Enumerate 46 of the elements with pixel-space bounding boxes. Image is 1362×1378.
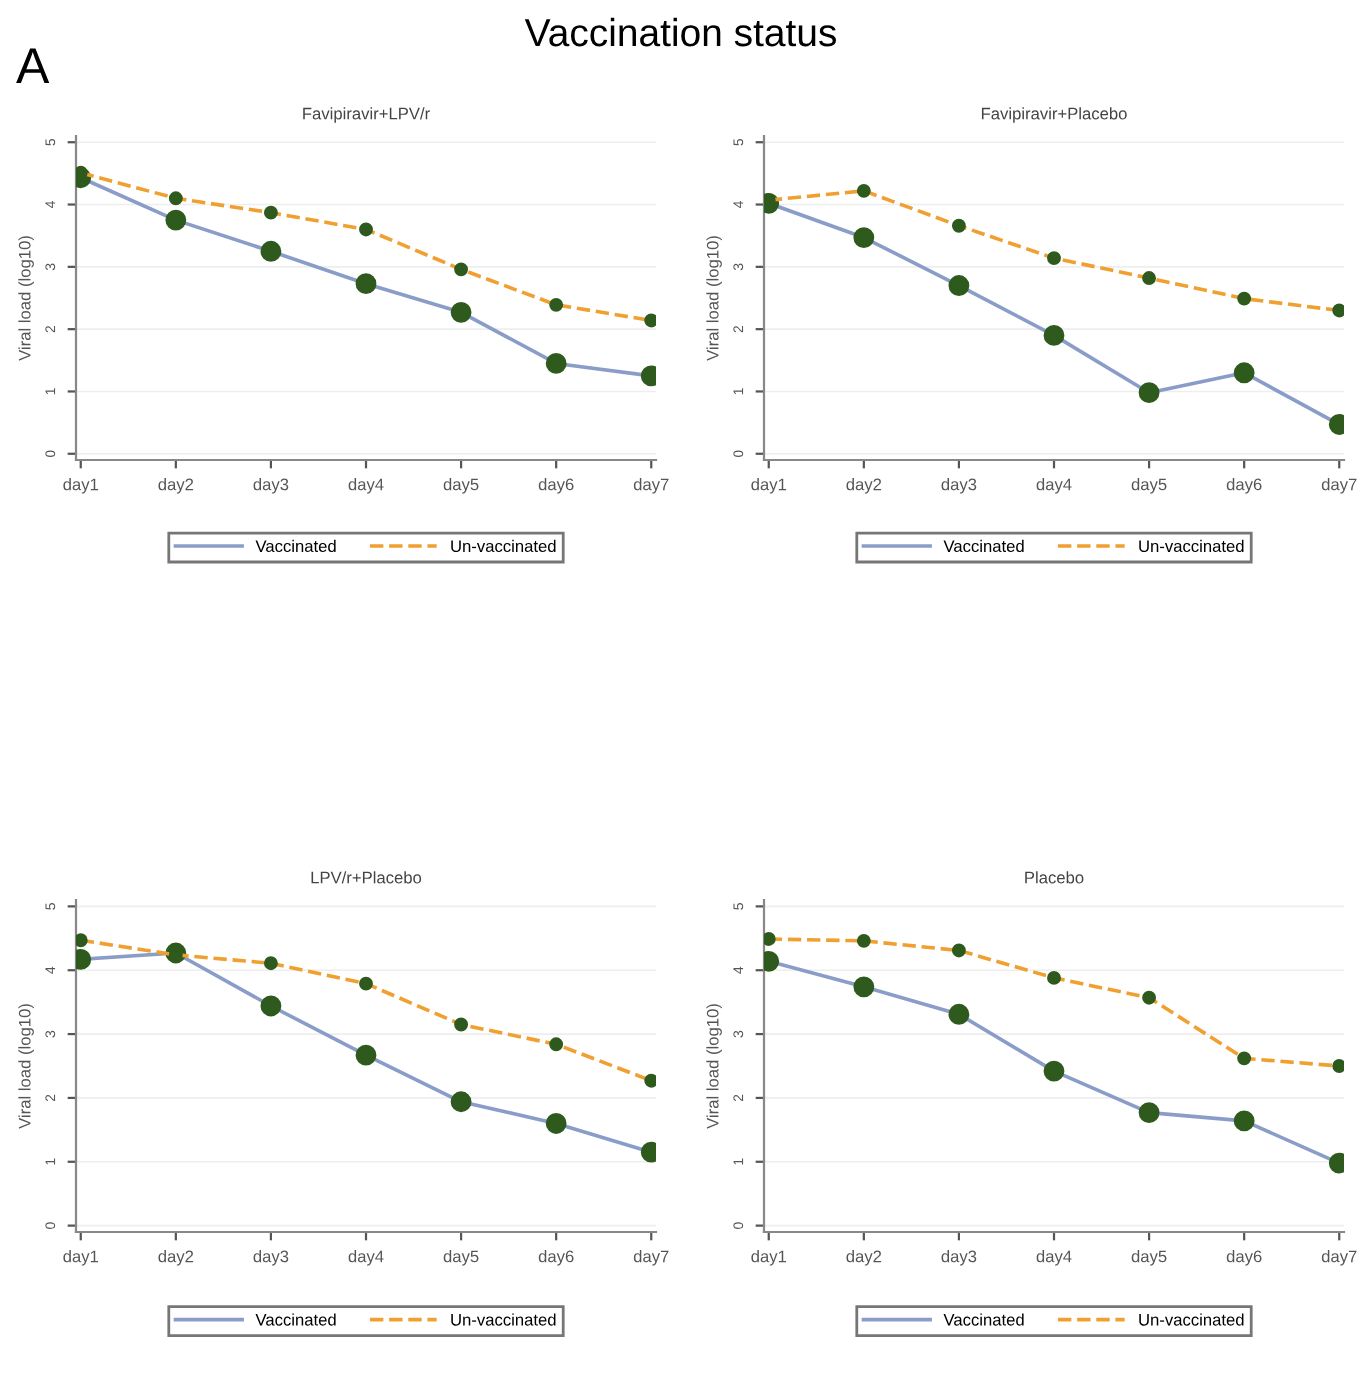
x-tick-label: day7 [633, 478, 669, 494]
chart-title: Favipiravir+LPV/r [303, 107, 430, 123]
legend-label: Vaccinated [255, 539, 336, 553]
legend-label: Un-vaccinated [451, 1313, 556, 1326]
legend-label: Un-vaccinated [451, 539, 556, 553]
x-tick-label: day4 [348, 1250, 384, 1266]
x-tick-label: day7 [1321, 1250, 1357, 1266]
x-tick-label: day7 [1321, 478, 1357, 494]
x-tick-label: day1 [63, 1250, 99, 1266]
x-tick-label: day1 [751, 478, 787, 494]
chart-title: Favipiravir+Placebo [981, 107, 1127, 123]
chart-title: Placebo [1025, 871, 1084, 884]
x-tick-label: day5 [1131, 478, 1167, 494]
x-tick-label: day5 [443, 1250, 479, 1266]
x-tick-label: day6 [1226, 1250, 1262, 1266]
legend-label: Un-vaccinated [1139, 539, 1244, 553]
legend-label: Vaccinated [943, 539, 1024, 553]
text: A [16, 48, 50, 83]
legend-label: Un-vaccinated [1139, 1313, 1244, 1326]
x-tick-label: day6 [538, 1250, 574, 1266]
legend-label: Vaccinated [255, 1313, 336, 1326]
x-tick-label: day1 [63, 478, 99, 494]
x-tick-label: day5 [443, 478, 479, 494]
y-axis-title: Viral load (log10) [18, 236, 34, 361]
x-tick-label: day6 [1226, 478, 1262, 494]
x-tick-label: day3 [941, 478, 977, 494]
x-tick-label: day3 [253, 478, 289, 494]
x-tick-label: day1 [751, 1250, 787, 1266]
legend-label: Vaccinated [943, 1313, 1024, 1326]
y-axis-title: Viral load (log10) [706, 236, 722, 361]
x-tick-label: day2 [846, 1250, 882, 1266]
x-tick-label: day4 [348, 478, 384, 494]
y-axis-title: Viral load (log10) [18, 1004, 34, 1129]
x-tick-label: day2 [846, 478, 882, 494]
x-tick-label: day5 [1131, 1250, 1167, 1266]
x-tick-label: day3 [253, 1250, 289, 1266]
x-tick-label: day6 [538, 478, 574, 494]
x-tick-label: day2 [158, 1250, 194, 1266]
x-tick-label: day3 [941, 1250, 977, 1266]
x-tick-label: day2 [158, 478, 194, 494]
x-tick-label: day4 [1036, 478, 1072, 494]
x-tick-label: day4 [1036, 1250, 1072, 1266]
x-tick-label: day7 [633, 1250, 669, 1266]
chart-title: LPV/r+Placebo [311, 871, 422, 884]
y-axis-title: Viral load (log10) [706, 1004, 722, 1129]
text: Vaccination status [524, 17, 836, 47]
